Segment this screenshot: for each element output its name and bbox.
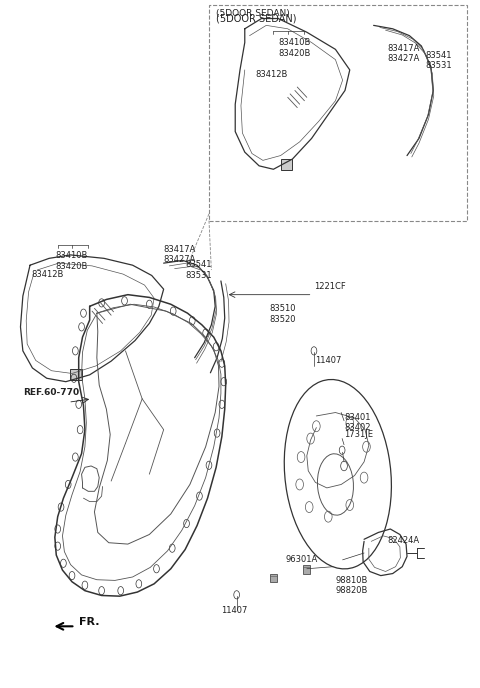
Text: 83410B
83420B: 83410B 83420B: [279, 39, 311, 58]
Text: 11407: 11407: [221, 605, 247, 614]
Text: 83412B: 83412B: [31, 270, 63, 279]
Text: 83541
83531: 83541 83531: [425, 51, 452, 70]
Bar: [70, 369, 82, 380]
Bar: [270, 574, 277, 583]
Bar: [303, 566, 310, 574]
Text: 83412B: 83412B: [256, 69, 288, 78]
Text: 96301A: 96301A: [285, 555, 318, 564]
Text: 1221CF: 1221CF: [314, 282, 346, 291]
Text: FR.: FR.: [79, 617, 99, 627]
Text: 1731JE: 1731JE: [344, 429, 373, 438]
Text: (5DOOR SEDAN): (5DOOR SEDAN): [216, 14, 297, 23]
Text: REF.60-770: REF.60-770: [23, 389, 79, 398]
Text: 83541
83531: 83541 83531: [185, 260, 212, 280]
Text: 11407: 11407: [315, 356, 342, 365]
Text: 83417A
83427A: 83417A 83427A: [164, 245, 196, 264]
Bar: [281, 159, 292, 170]
Text: 83510
83520: 83510 83520: [270, 304, 296, 323]
Text: 82424A: 82424A: [387, 536, 419, 545]
Text: (5DOOR SEDAN): (5DOOR SEDAN): [216, 10, 290, 19]
Text: 83401
83402: 83401 83402: [344, 413, 371, 432]
Text: 83410B
83420B: 83410B 83420B: [56, 252, 88, 271]
Text: 98810B
98820B: 98810B 98820B: [336, 576, 368, 595]
Bar: [209, 5, 467, 221]
Text: 83417A
83427A: 83417A 83427A: [387, 44, 420, 63]
